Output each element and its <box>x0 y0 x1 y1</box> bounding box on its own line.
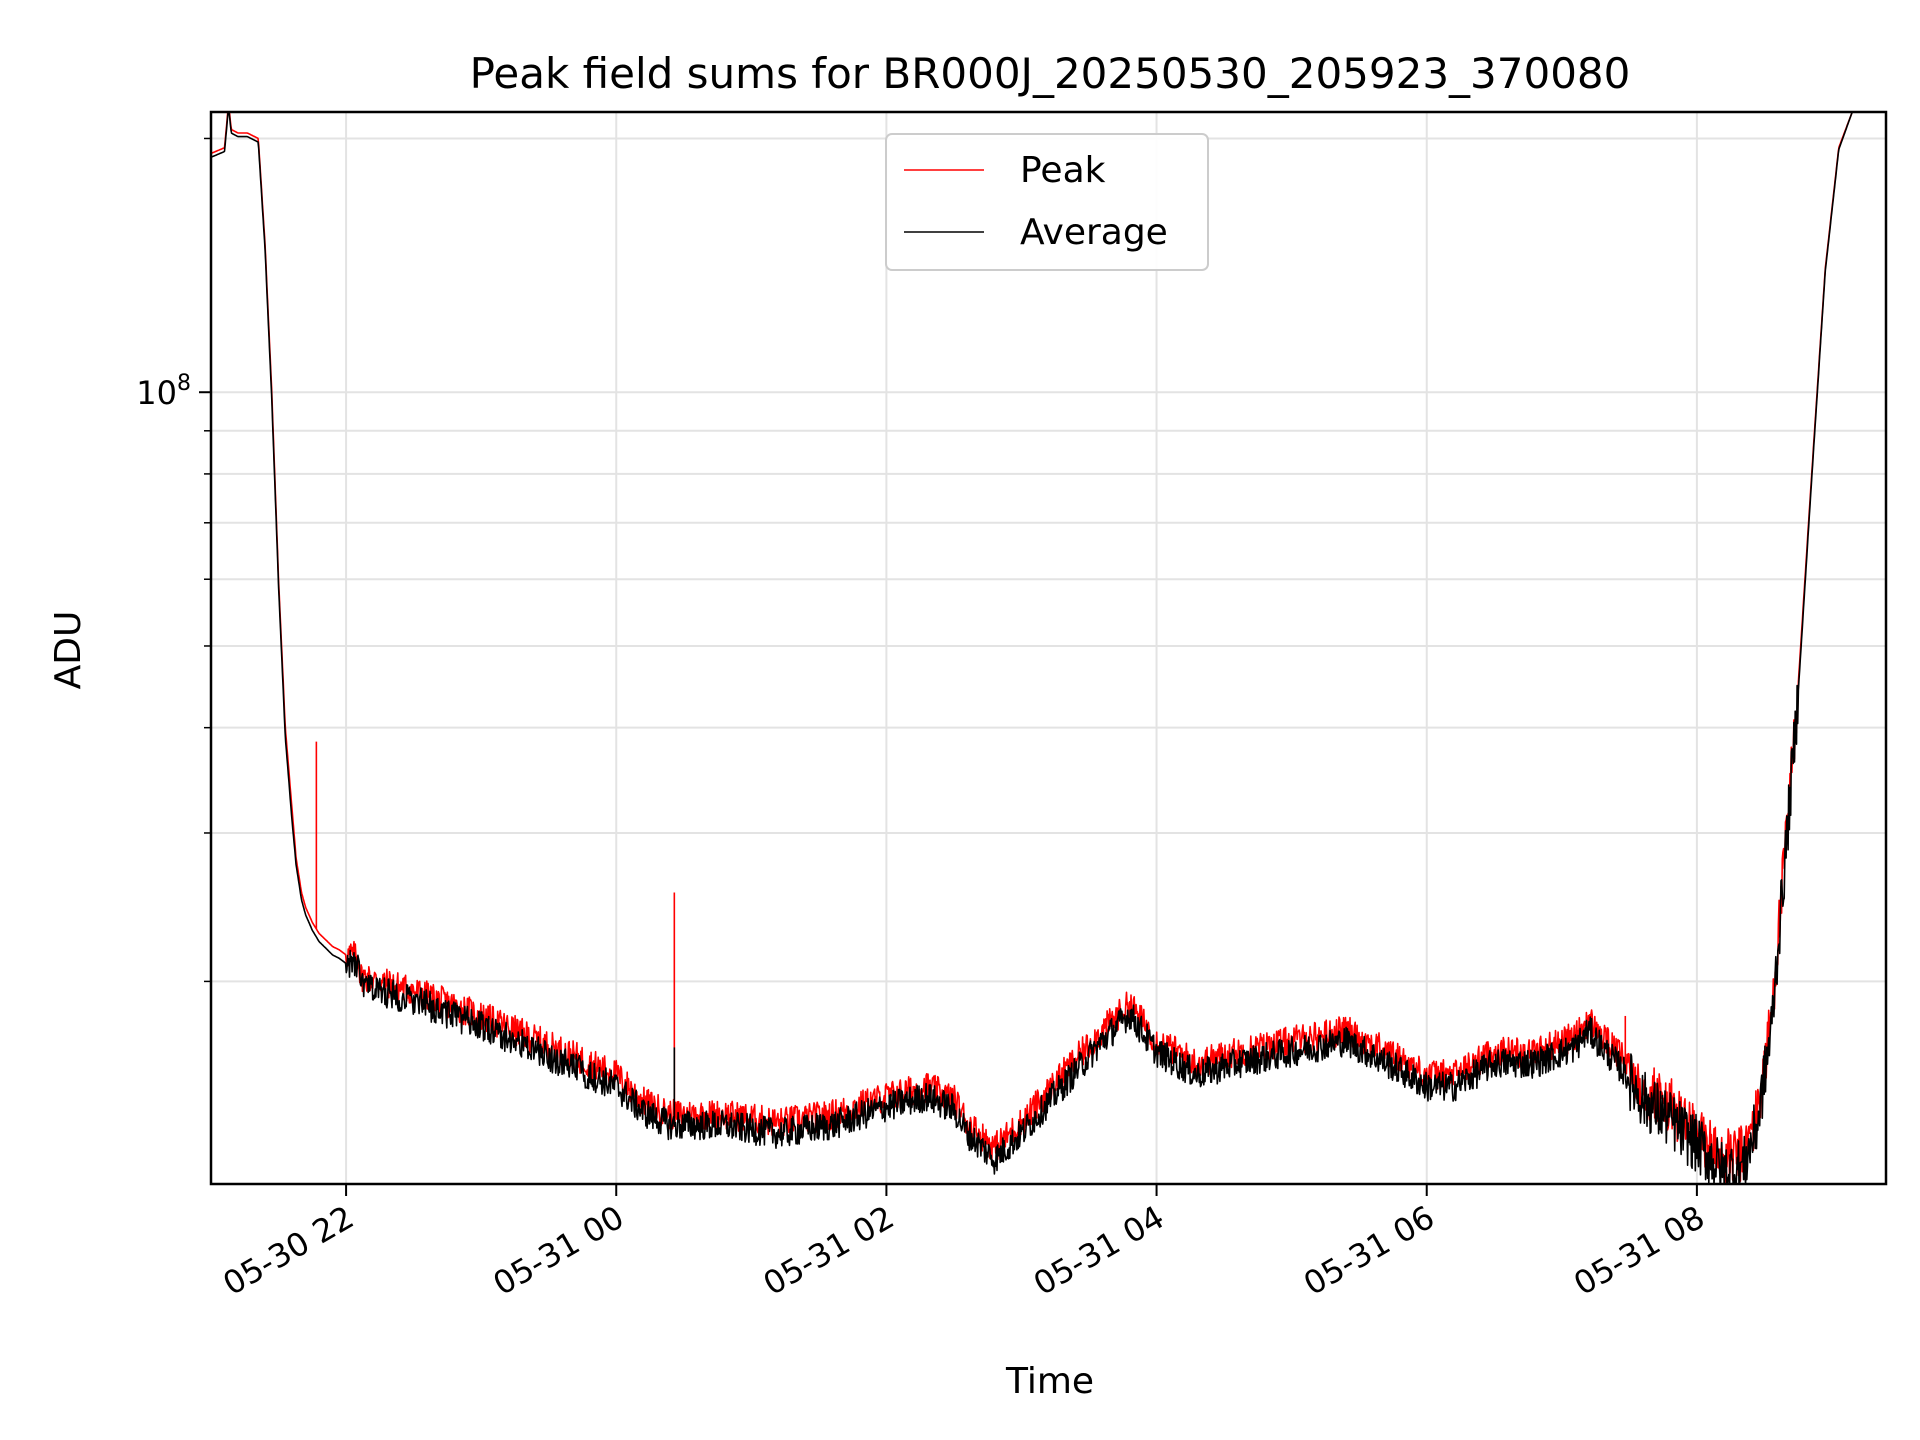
legend: Peak Average <box>885 133 1209 271</box>
series-line-average <box>211 112 1886 1184</box>
plot-area <box>211 112 1886 1184</box>
legend-label-peak: Peak <box>1020 150 1106 191</box>
y-axis-label: ADU <box>48 611 89 690</box>
x-axis-label: Time <box>1005 1361 1094 1402</box>
legend-label-average: Average <box>1020 212 1168 253</box>
y-tick-label: 108 <box>136 371 191 412</box>
plot-frame <box>209 110 1888 1186</box>
chart-title: Peak field sums for BR000J_20250530_2059… <box>470 49 1631 98</box>
legend-box <box>885 133 1209 271</box>
